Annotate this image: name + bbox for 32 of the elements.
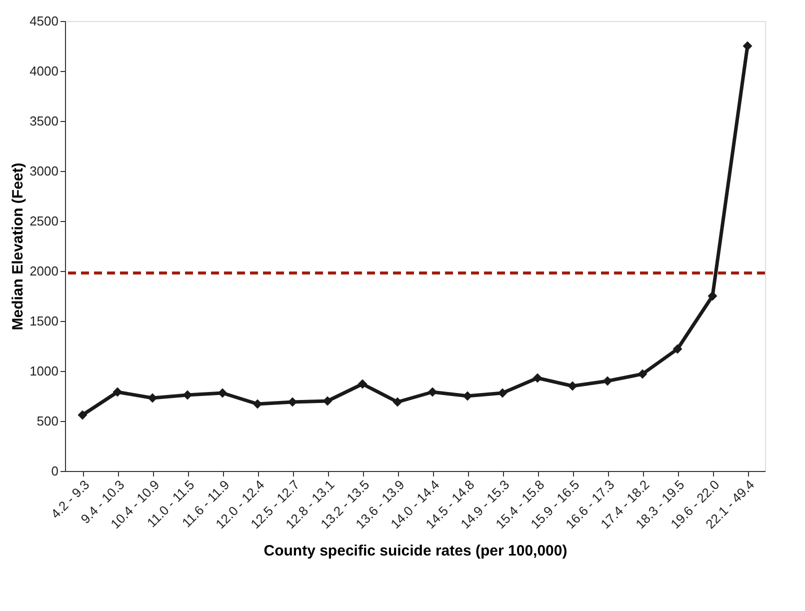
x-axis-title: County specific suicide rates (per 100,000) xyxy=(264,542,568,560)
point xyxy=(498,388,508,398)
point xyxy=(742,41,752,51)
y-tick-label: 3000 xyxy=(30,164,58,178)
y-tick-label: 2500 xyxy=(30,214,58,228)
y-axis-title: Median Elevation (Feet) xyxy=(10,162,27,330)
y-tick-label: 2000 xyxy=(30,264,58,278)
point xyxy=(532,373,542,383)
y-tick-label: 0 xyxy=(51,464,58,478)
y-tick-label: 4000 xyxy=(30,64,58,78)
point xyxy=(218,388,228,398)
point xyxy=(358,379,368,389)
y-tick-label: 500 xyxy=(36,414,58,428)
point xyxy=(252,399,262,409)
point xyxy=(288,397,298,407)
point xyxy=(672,344,682,354)
y-tick-label: 3500 xyxy=(30,114,58,128)
point xyxy=(462,391,472,401)
point xyxy=(392,397,402,407)
point xyxy=(322,396,332,406)
point xyxy=(182,390,192,400)
point xyxy=(602,376,612,386)
y-tick-label: 4500 xyxy=(30,14,58,28)
point xyxy=(638,369,648,379)
point xyxy=(708,291,718,301)
y-tick-label: 1000 xyxy=(30,364,58,378)
point xyxy=(148,393,158,403)
point xyxy=(568,381,578,391)
y-tick-label: 1500 xyxy=(30,314,58,328)
point xyxy=(428,387,438,397)
point xyxy=(78,410,88,420)
point xyxy=(112,387,122,397)
